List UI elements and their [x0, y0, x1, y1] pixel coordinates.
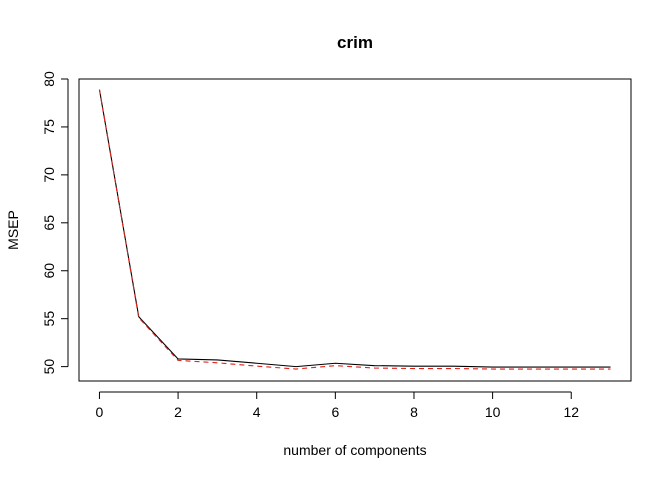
- x-tick-label: 6: [331, 404, 339, 420]
- x-tick-label: 10: [485, 404, 501, 420]
- y-tick-label: 70: [41, 167, 57, 183]
- chart-title: crim: [337, 33, 373, 52]
- series-line-2: [98, 89, 611, 370]
- y-axis-ticks: 50 55 60 65 70 75 80: [41, 71, 68, 374]
- plot-box: [78, 78, 632, 382]
- series-layer: [98, 89, 611, 370]
- y-tick-label: 65: [41, 215, 57, 231]
- x-tick-label: 0: [96, 404, 104, 420]
- x-tick-label: 2: [174, 404, 182, 420]
- x-tick-label: 8: [410, 404, 418, 420]
- y-tick-label: 60: [41, 263, 57, 279]
- y-tick-label: 75: [41, 119, 57, 135]
- x-tick-label: 12: [563, 404, 579, 420]
- x-axis-label: number of components: [283, 442, 426, 458]
- x-axis-ticks: 0 2 4 6 8 10 12: [96, 392, 579, 420]
- y-tick-label: 55: [41, 311, 57, 327]
- y-axis-label: MSEP: [5, 210, 21, 250]
- x-tick-label: 4: [253, 404, 261, 420]
- y-tick-label: 50: [41, 359, 57, 375]
- y-tick-label: 80: [41, 71, 57, 87]
- series-line-1: [98, 89, 611, 368]
